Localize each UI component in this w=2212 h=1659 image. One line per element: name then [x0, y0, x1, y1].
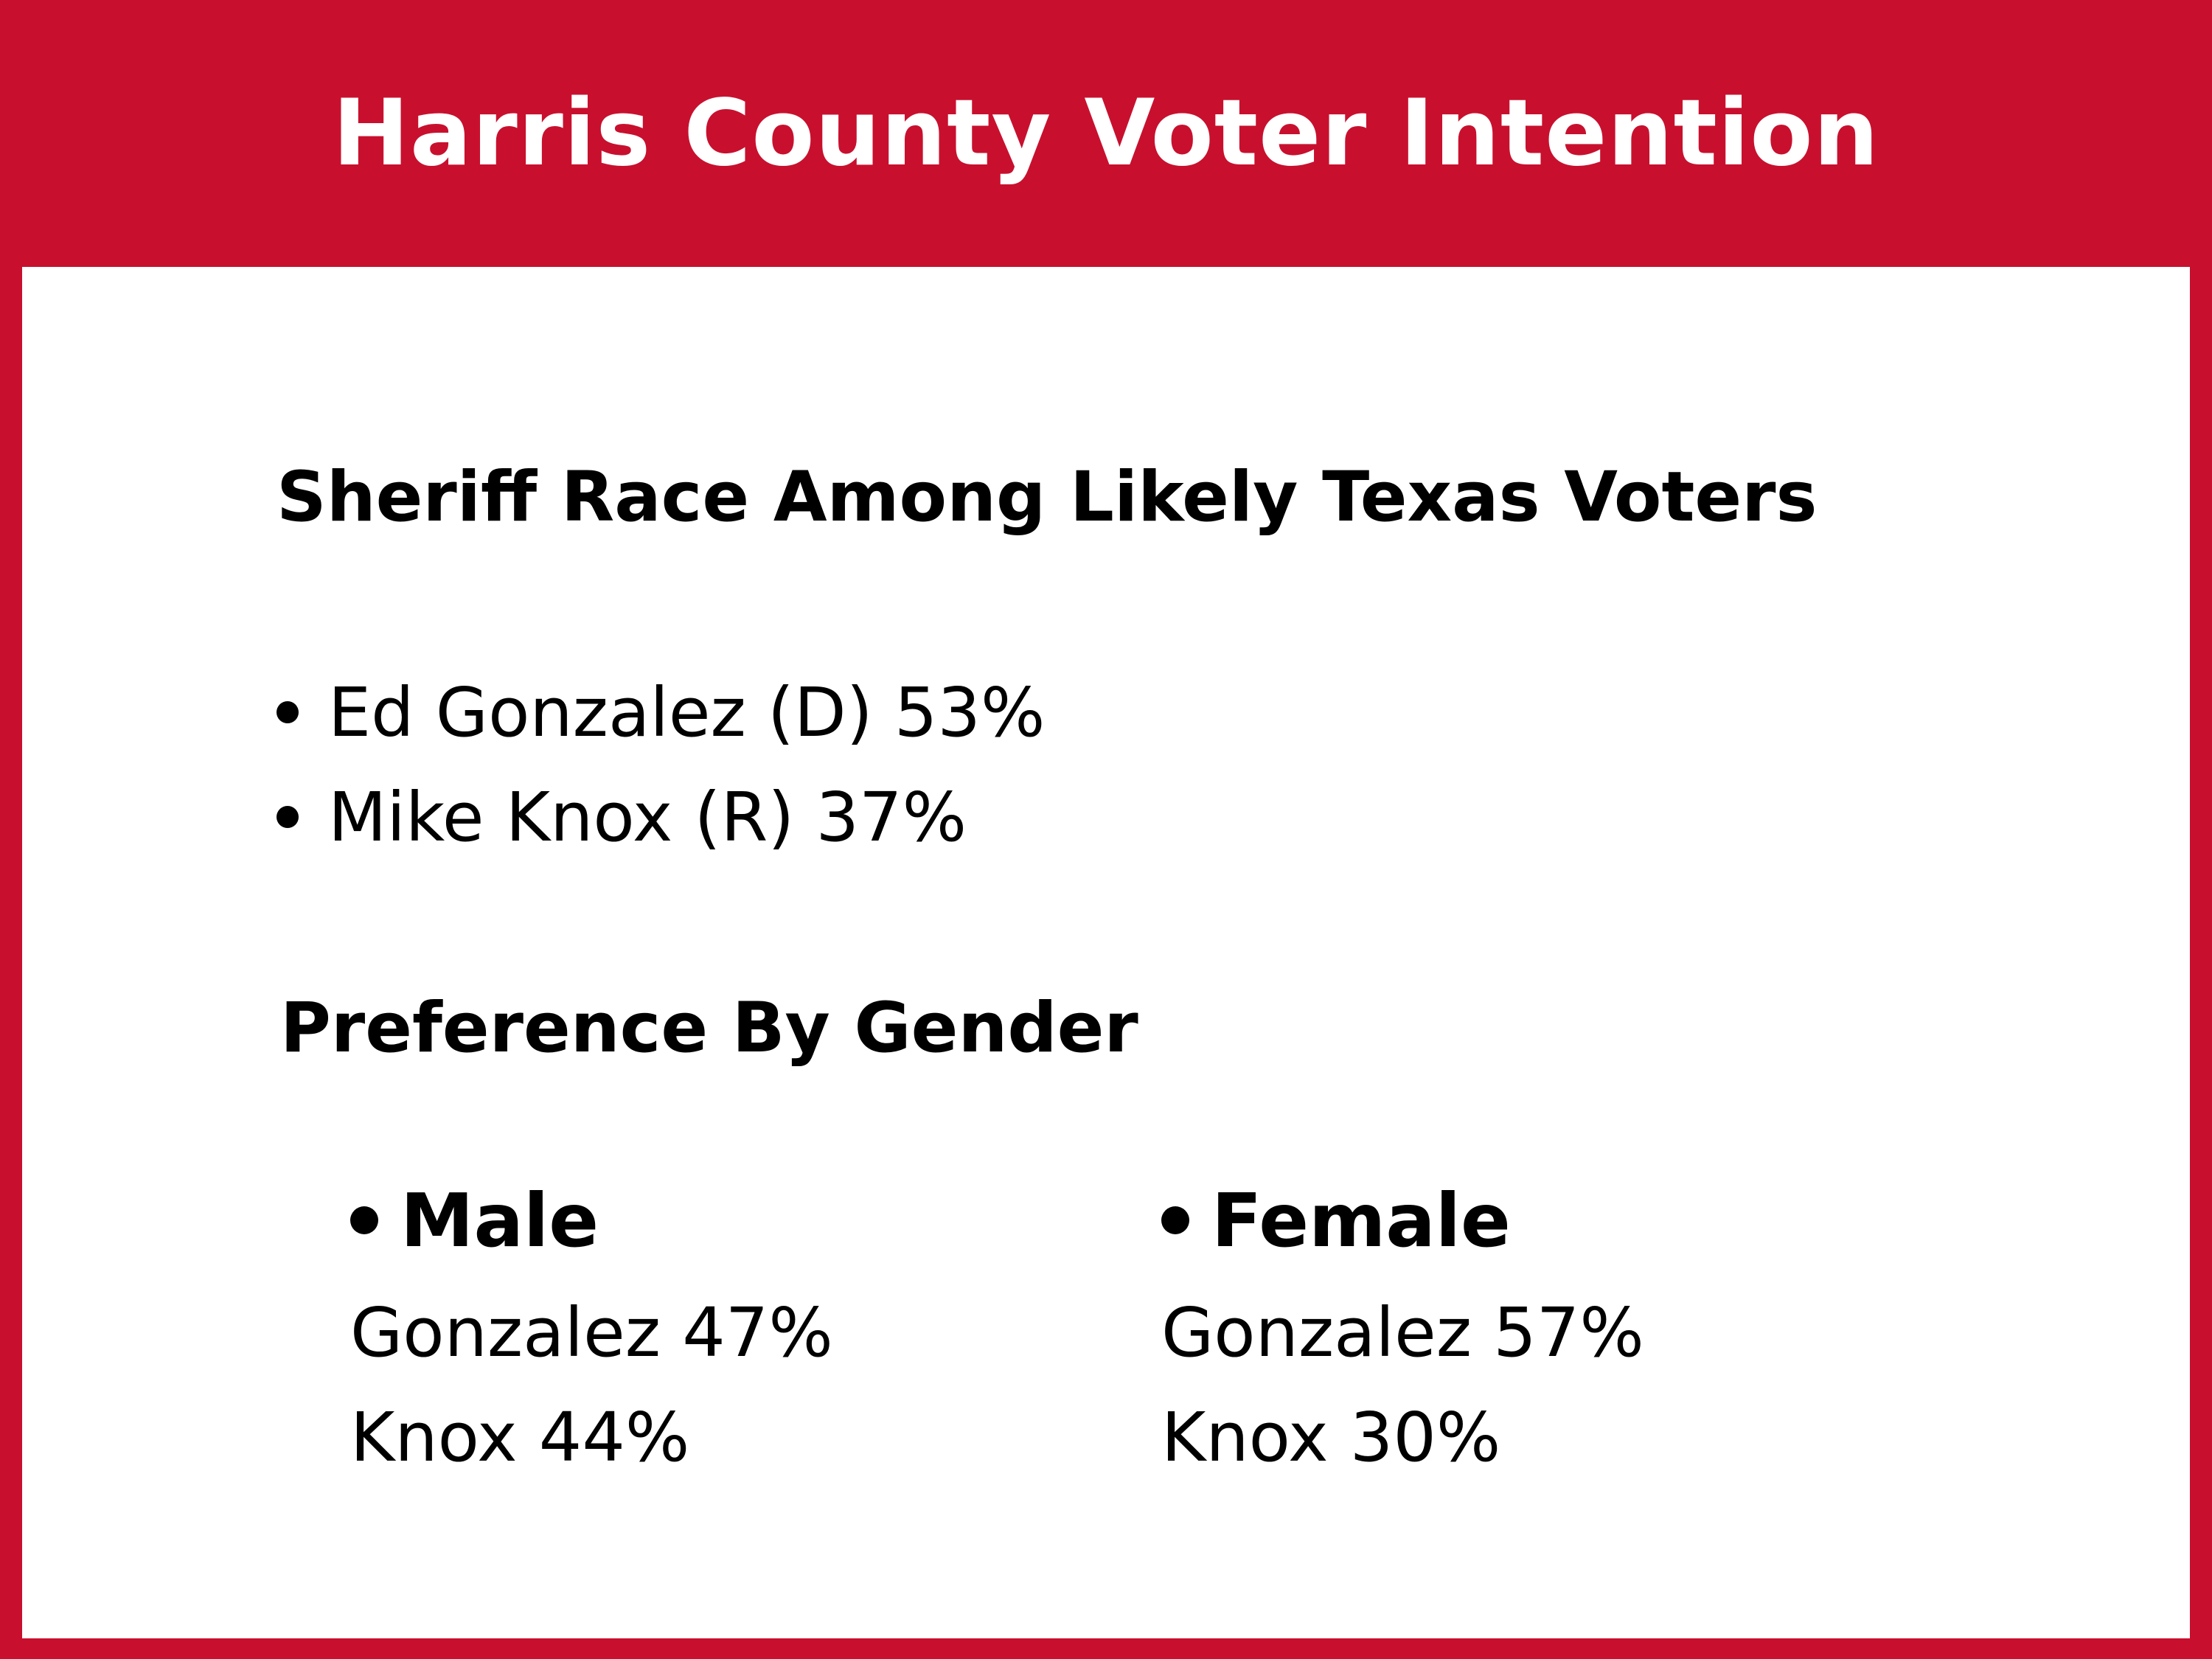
- candidate-item-knox: Mike Knox (R) 37%: [276, 765, 1045, 869]
- bullet-icon: [1161, 1206, 1189, 1234]
- gender-heading-female: Female: [1161, 1176, 1644, 1265]
- result-line: Knox 30%: [1161, 1398, 1501, 1477]
- page-title: Harris County Voter Intention: [333, 80, 1879, 187]
- candidate-label: Mike Knox (R) 37%: [328, 777, 967, 857]
- result-line: Gonzalez 57%: [1161, 1293, 1644, 1372]
- result-line: Knox 44%: [350, 1398, 690, 1477]
- gender-results-male: Gonzalez 47% Knox 44%: [350, 1281, 833, 1490]
- header-banner: Harris County Voter Intention: [0, 0, 2212, 267]
- gender-title: Preference By Gender: [280, 988, 1138, 1068]
- bullet-icon: [276, 806, 299, 828]
- result-line: Gonzalez 47%: [350, 1293, 833, 1372]
- candidate-label: Ed Gonzalez (D) 53%: [328, 672, 1046, 752]
- gender-results-female: Gonzalez 57% Knox 30%: [1161, 1281, 1644, 1490]
- gender-heading-male: Male: [350, 1176, 833, 1265]
- bullet-icon: [350, 1206, 378, 1234]
- bullet-icon: [276, 701, 299, 723]
- candidate-item-gonzalez: Ed Gonzalez (D) 53%: [276, 660, 1045, 765]
- gender-label: Female: [1211, 1177, 1511, 1264]
- gender-label: Male: [400, 1177, 599, 1264]
- gender-group-female: Female Gonzalez 57% Knox 30%: [1161, 1176, 1644, 1490]
- race-title: Sheriff Race Among Likely Texas Voters: [276, 457, 1818, 538]
- gender-group-male: Male Gonzalez 47% Knox 44%: [350, 1176, 833, 1490]
- candidate-list: Ed Gonzalez (D) 53% Mike Knox (R) 37%: [276, 660, 1045, 869]
